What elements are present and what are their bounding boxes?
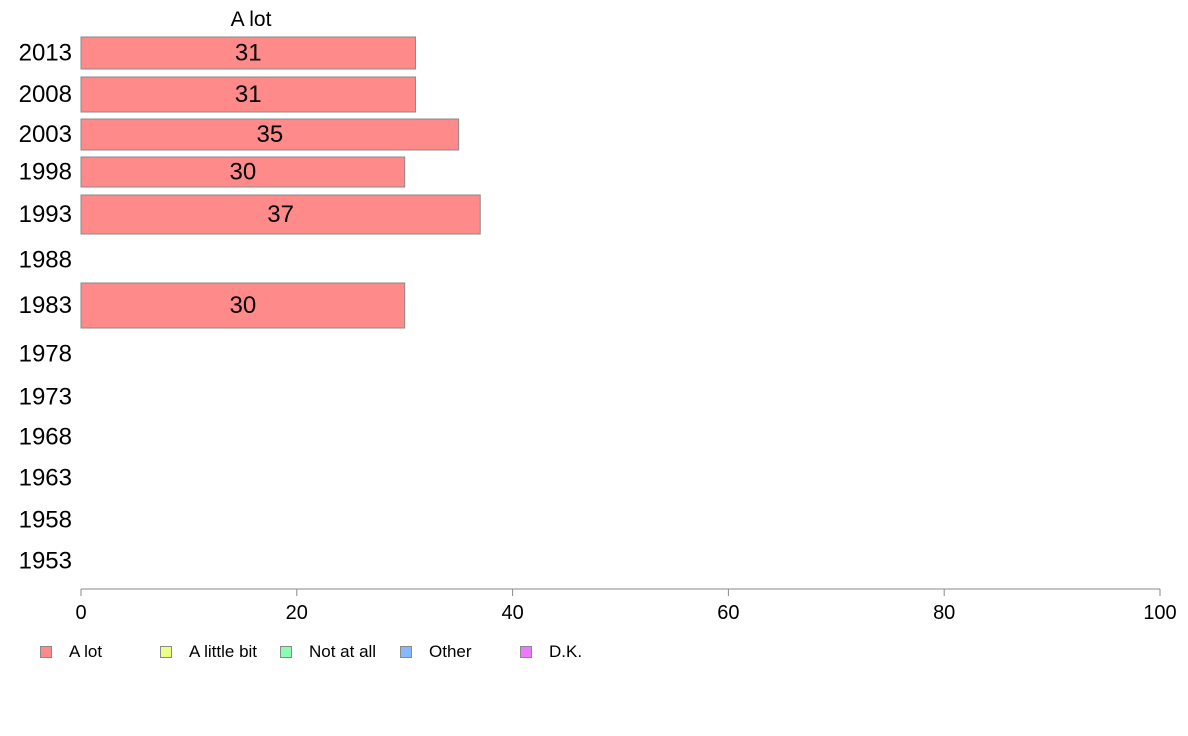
y-axis-label-2008: 2008 (19, 81, 72, 108)
bar-1983 (80, 282, 406, 329)
legend-label: Not at all (309, 642, 377, 661)
bar-chart: A lot 2013 2008 2003 1998 1993 1988 1983 1978 19… (19, 8, 1177, 624)
legend-label: D.K. (549, 642, 583, 661)
bar-1998 (80, 156, 406, 188)
bar-2008 (80, 76, 416, 113)
legend-swatch (400, 646, 412, 658)
x-tick-label: 20 (286, 602, 308, 624)
legend-item: Other (400, 642, 472, 662)
legend-item: A little bit (160, 642, 257, 662)
legend-item: Not at all (280, 642, 376, 662)
x-tick-label: 100 (1143, 602, 1176, 624)
value-label-1998: 30 (229, 159, 256, 186)
y-axis-label-1998: 1998 (19, 159, 72, 186)
y-axis-label-1973: 1973 (19, 384, 72, 411)
y-axis-label-2003: 2003 (19, 121, 72, 148)
legend-swatch (40, 646, 52, 658)
y-axis-label-1958: 1958 (19, 507, 72, 534)
y-axis-label-1978: 1978 (19, 341, 72, 368)
x-tick-label: 60 (717, 602, 739, 624)
y-axis-label-2013: 2013 (19, 40, 72, 67)
value-label-2003: 35 (256, 121, 283, 148)
x-tick-label: 40 (501, 602, 523, 624)
value-label-2013: 31 (235, 40, 262, 67)
legend-swatch (160, 646, 172, 658)
y-axis-labels: 2013 2008 2003 1998 1993 1988 1983 1978 1973 1968… (19, 40, 72, 575)
y-axis-label-1968: 1968 (19, 424, 72, 451)
series-title: A lot (231, 8, 272, 31)
value-label-1993: 37 (267, 201, 294, 228)
bar-2003 (80, 118, 460, 151)
y-axis-label-1993: 1993 (19, 201, 72, 228)
legend-swatch (520, 646, 532, 658)
y-axis-label-1963: 1963 (19, 465, 72, 492)
legend-item: A lot (40, 642, 102, 662)
bars (80, 36, 481, 329)
legend-label: A little bit (189, 642, 258, 661)
bar-1993 (80, 194, 481, 235)
y-axis-label-1988: 1988 (19, 247, 72, 274)
legend-label: A lot (69, 642, 103, 661)
x-tick-label: 0 (75, 602, 86, 624)
x-axis: 0 20 40 60 80 100 (75, 588, 1177, 624)
x-tick-label: 80 (933, 602, 955, 624)
y-axis-label-1953: 1953 (19, 548, 72, 575)
legend-label: Other (429, 642, 472, 661)
bar-2013 (80, 36, 416, 70)
y-axis-label-1983: 1983 (19, 292, 72, 319)
legend-swatch (280, 646, 292, 658)
value-label-1983: 30 (229, 292, 256, 319)
value-label-2008: 31 (235, 81, 262, 108)
legend-item: D.K. (520, 642, 582, 662)
